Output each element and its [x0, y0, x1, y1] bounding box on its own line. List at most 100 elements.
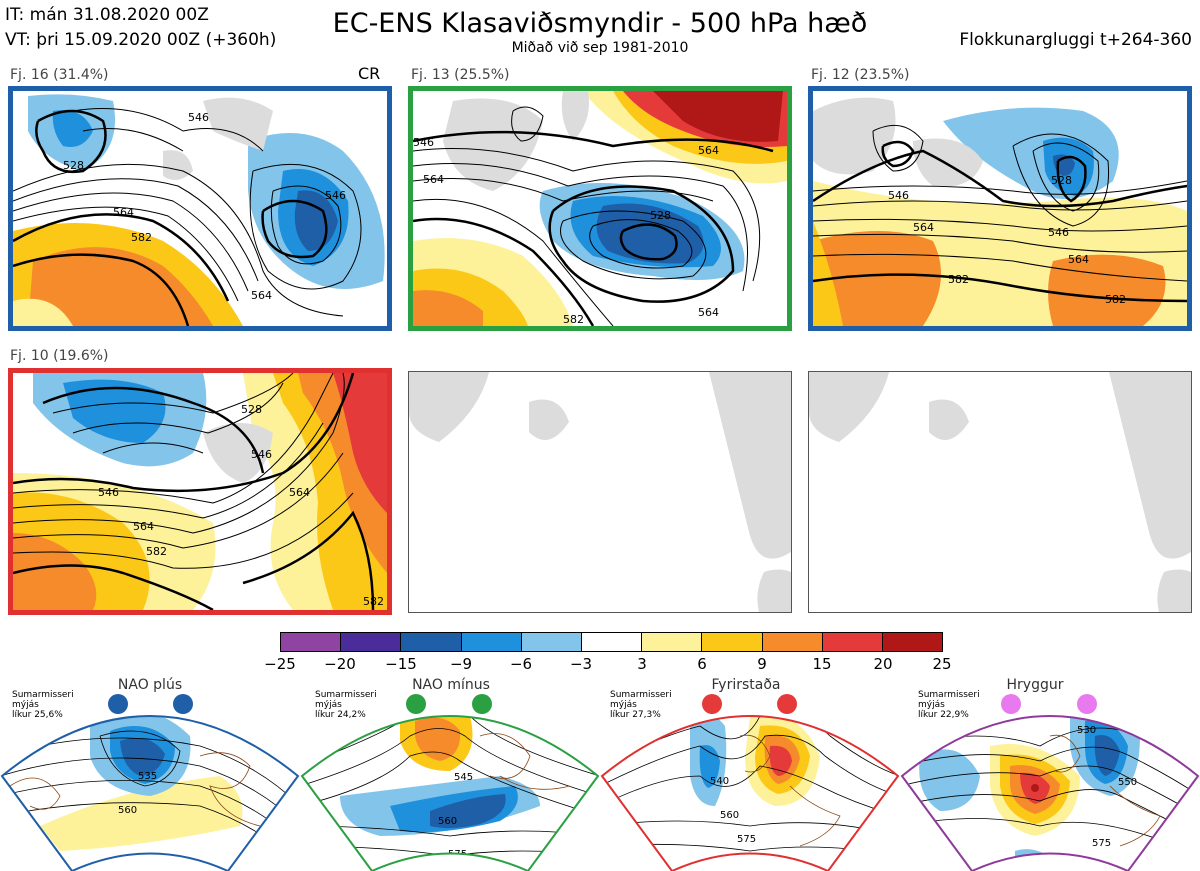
regime-contour-label: 575 — [1092, 838, 1111, 849]
regime-contour-label: 560 — [118, 805, 137, 816]
regime-title: Fyrirstaða — [711, 677, 781, 693]
colorbar-swatch-2 — [341, 633, 402, 651]
colorbar-swatch-9 — [762, 633, 823, 651]
regime-info-probability: líkur 27,3% — [610, 710, 661, 720]
colorbar-tick: −3 — [569, 655, 593, 673]
panel-2-contour-5: 582 — [563, 313, 584, 326]
regime-contour-label: 575 — [737, 834, 756, 845]
panel-2-contour-3: 564 — [423, 173, 444, 186]
regime-info-season: Sumarmisseri — [315, 690, 377, 700]
panel-4-contour-4: 528 — [241, 403, 262, 416]
panel-1-contour-3: 582 — [131, 231, 152, 244]
panel-4-contour-6: 564 — [289, 486, 310, 499]
regime-marker-dot — [1001, 694, 1021, 714]
panel-3-contour-5: 546 — [1048, 226, 1069, 239]
page-subtitle: Miðað við sep 1981-2010 — [511, 40, 689, 56]
panel-3-contour-1: 546 — [888, 189, 909, 202]
regime-marker-dot — [108, 694, 128, 714]
panel-3-contour-2: 564 — [913, 221, 934, 234]
regime-title: NAO plús — [117, 677, 183, 693]
anomaly-colorbar — [280, 632, 943, 652]
regime-info-probability: líkur 25,6% — [12, 710, 63, 720]
regime-info-smoothing: mýjás — [918, 700, 945, 710]
panel-2-contour-4: 528 — [650, 209, 671, 222]
panel-1-contour-1: 546 — [188, 111, 209, 124]
regime-nao-minus: Sumarmisseri mýjás líkur 24,2% NAO mínus — [300, 676, 600, 871]
colorbar-swatch-8 — [702, 633, 763, 651]
empty-map-5 — [408, 371, 792, 613]
colorbar-tick: −9 — [449, 655, 473, 673]
regime-info-smoothing: mýjás — [610, 700, 637, 710]
panel-1-contour-2: 564 — [113, 206, 134, 219]
regime-contour-label: 540 — [710, 776, 729, 787]
panel-4-contour-5: 546 — [251, 448, 272, 461]
regime-marker-dot — [472, 694, 492, 714]
panel-4-contour-7: 582 — [363, 595, 384, 608]
panel-3-contour-3: 582 — [948, 273, 969, 286]
colorbar-swatch-11 — [882, 633, 943, 651]
colorbar-swatch-6 — [581, 633, 643, 651]
colorbar-swatch-5 — [521, 633, 582, 651]
colorbar-tick: 15 — [812, 655, 832, 673]
regime-marker-dot — [406, 694, 426, 714]
cluster-map-2: 564 546 564 528 582 564 — [408, 86, 792, 331]
panel-4-contour-1: 546 — [98, 486, 119, 499]
panel-1-label: Fj. 16 (31.4%) — [10, 67, 109, 83]
panel-2-contour-2: 546 — [413, 136, 434, 149]
valid-time: VT: þri 15.09.2020 00Z (+360h) — [5, 30, 277, 50]
regime-marker-dot — [1077, 694, 1097, 714]
colorbar-tick: 6 — [697, 655, 707, 673]
colorbar-tick: 25 — [932, 655, 952, 673]
panel-3-contour-6: 564 — [1068, 253, 1089, 266]
cluster-map-4: 546 564 582 528 546 564 582 — [8, 368, 392, 615]
page-title: EC-ENS Klasaviðsmyndir - 500 hPa hæð — [332, 8, 868, 39]
panel-3-label: Fj. 12 (23.5%) — [811, 67, 910, 83]
regime-marker-dot — [777, 694, 797, 714]
regime-title: NAO mínus — [412, 677, 490, 693]
empty-map-6 — [808, 371, 1192, 613]
panel-1-contour-5: 546 — [325, 189, 346, 202]
colorbar-swatch-10 — [822, 633, 883, 651]
regime-info-probability: líkur 22,9% — [918, 710, 969, 720]
colorbar-tick: 20 — [873, 655, 893, 673]
regime-contour-label: 560 — [720, 810, 739, 821]
colorbar-swatch-7 — [642, 633, 703, 651]
regime-info-season: Sumarmisseri — [918, 690, 980, 700]
panel-2-contour-6: 564 — [698, 306, 719, 319]
regime-title: Hryggur — [1006, 677, 1064, 693]
colorbar-swatch-1 — [281, 633, 342, 651]
panel-1-contour-6: 564 — [251, 289, 272, 302]
initial-time: IT: mán 31.08.2020 00Z — [5, 5, 209, 25]
regime-ridge: Sumarmisseri mýjás líkur 22,9% Hryggur — [900, 676, 1200, 871]
panel-1-extra-label: CR — [358, 64, 381, 83]
regime-info-season: Sumarmisseri — [12, 690, 74, 700]
colorbar-tick: 3 — [637, 655, 647, 673]
cluster-map-3: 546 564 582 528 546 564 582 — [808, 86, 1192, 331]
colorbar-swatch-3 — [401, 633, 462, 651]
colorbar-tick: 9 — [757, 655, 767, 673]
regime-marker-dot — [702, 694, 722, 714]
regime-contour-label: 545 — [454, 772, 473, 783]
panel-4-contour-3: 582 — [146, 545, 167, 558]
regime-info-probability: líkur 24,2% — [315, 710, 366, 720]
panel-4-contour-2: 564 — [133, 520, 154, 533]
colorbar-tick: −15 — [385, 655, 417, 673]
panel-4-label: Fj. 10 (19.6%) — [10, 348, 109, 364]
colorbar-tick: −20 — [324, 655, 356, 673]
regime-nao-plus: Sumarmisseri mýjás líkur 25,6% NAO plús … — [0, 676, 300, 871]
panel-2-label: Fj. 13 (25.5%) — [411, 67, 510, 83]
panel-2-contour-1: 564 — [698, 144, 719, 157]
regime-contour-label: 550 — [1118, 777, 1137, 788]
colorbar-tick: −6 — [509, 655, 533, 673]
regime-contour-label: 560 — [438, 816, 457, 827]
regime-contour-label: 535 — [138, 771, 157, 782]
panel-3-contour-7: 582 — [1105, 293, 1126, 306]
regime-blocking: Sumarmisseri mýjás líkur 27,3% Fyrirstað… — [600, 676, 900, 871]
regime-info-season: Sumarmisseri — [610, 690, 672, 700]
regime-marker-dot — [173, 694, 193, 714]
regime-info-smoothing: mýjás — [315, 700, 342, 710]
colorbar-tick: −25 — [264, 655, 296, 673]
regime-info-smoothing: mýjás — [12, 700, 39, 710]
cluster-map-1: 546 564 582 528 546 564 — [8, 86, 392, 331]
panel-3-contour-4: 528 — [1051, 174, 1072, 187]
